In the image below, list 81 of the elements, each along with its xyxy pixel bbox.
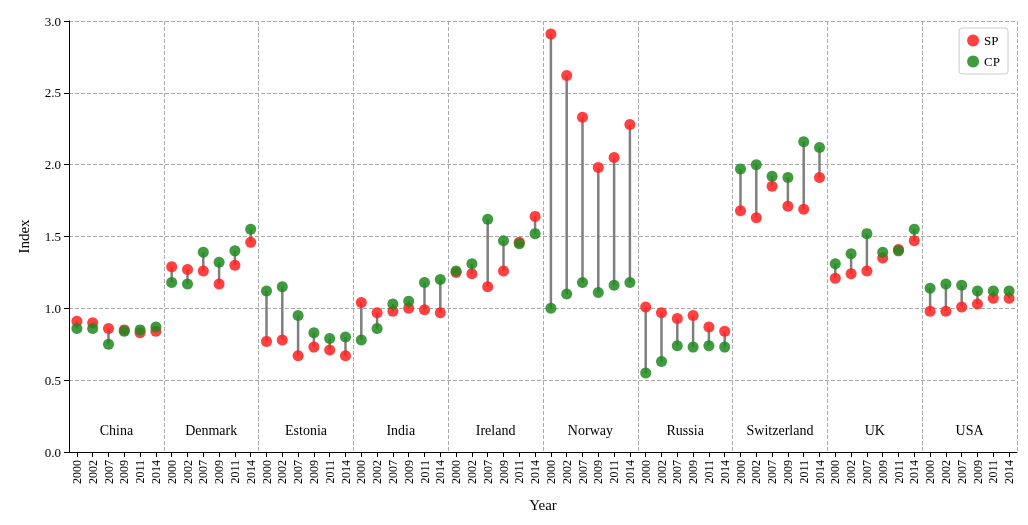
x-tick-label: 2007 <box>954 460 969 484</box>
x-tick-label: 2014 <box>1002 460 1017 484</box>
x-tick-label: 2009 <box>780 460 795 484</box>
x-tick-label: 2007 <box>480 460 495 484</box>
x-tick-label: 2000 <box>923 460 938 484</box>
x-tick-label: 2007 <box>101 460 116 484</box>
x-tick-label: 2009 <box>875 460 890 484</box>
x-tick-label: 2009 <box>306 460 321 484</box>
x-tick-label: 2007 <box>291 460 306 484</box>
x-axis-title: Year <box>529 496 557 513</box>
x-tick-label: 2000 <box>164 460 179 484</box>
y-tick-label: 0.0 <box>44 444 61 460</box>
x-tick-label: 2002 <box>85 460 100 484</box>
annotation: Norway <box>567 422 613 438</box>
x-tick-label: 2014 <box>148 460 163 484</box>
x-tick-label: 2009 <box>686 460 701 484</box>
x-tick-label: 2014 <box>907 460 922 484</box>
x-tick-label: 2000 <box>733 460 748 484</box>
x-tick-label: 2007 <box>765 460 780 484</box>
x-tick-label: 2002 <box>180 460 195 484</box>
annotation: China <box>99 422 134 438</box>
x-tick-label: 2009 <box>401 460 416 484</box>
x-tick-label: 2014 <box>622 460 637 484</box>
annotation: Russia <box>666 422 705 438</box>
annotation: UK <box>864 422 885 438</box>
x-tick-label: 2009 <box>591 460 606 484</box>
x-tick-label: 2000 <box>354 460 369 484</box>
y-tick-label: 3.0 <box>44 13 61 29</box>
annotation: USA <box>955 422 985 438</box>
x-tick-label: 2000 <box>449 460 464 484</box>
annotation: Switzerland <box>746 422 814 438</box>
x-tick-label: 2009 <box>117 460 132 484</box>
x-tick-label: 2014 <box>812 460 827 484</box>
x-tick-label: 2002 <box>938 460 953 484</box>
x-tick-label: 2009 <box>212 460 227 484</box>
y-tick-label: 1.0 <box>44 300 61 316</box>
legend-label: SP <box>984 33 999 48</box>
x-tick-label: 2009 <box>970 460 985 484</box>
x-tick-label: 2007 <box>385 460 400 484</box>
annotation: India <box>386 422 416 438</box>
x-tick-label: 2011 <box>512 460 527 484</box>
y-tick-label: 2.5 <box>44 85 61 101</box>
annotation: Ireland <box>475 422 516 438</box>
x-tick-label: 2002 <box>370 460 385 484</box>
x-tick-label: 2014 <box>243 460 258 484</box>
x-tick-label: 2011 <box>322 460 337 484</box>
x-tick-label: 2000 <box>259 460 274 484</box>
x-tick-label: 2014 <box>528 460 543 484</box>
x-tick-label: 2007 <box>670 460 685 484</box>
x-tick-label: 2011 <box>417 460 432 484</box>
annotation: Estonia <box>285 422 328 438</box>
x-tick-label: 2000 <box>543 460 558 484</box>
x-tick-label: 2011 <box>607 460 622 484</box>
x-tick-label: 2002 <box>275 460 290 484</box>
x-tick-label: 2011 <box>227 460 242 484</box>
x-tick-label: 2002 <box>464 460 479 484</box>
x-tick-label: 2014 <box>338 460 353 484</box>
x-tick-label: 2002 <box>749 460 764 484</box>
x-tick-label: 2002 <box>654 460 669 484</box>
y-axis-title: Index <box>15 218 32 254</box>
x-tick-label: 2000 <box>69 460 84 484</box>
x-tick-label: 2000 <box>638 460 653 484</box>
y-tick-label: 0.5 <box>44 372 61 388</box>
x-tick-label: 2002 <box>844 460 859 484</box>
x-tick-label: 2002 <box>559 460 574 484</box>
x-tick-label: 2011 <box>891 460 906 484</box>
x-tick-label: 2000 <box>828 460 843 484</box>
x-tick-label: 2011 <box>701 460 716 484</box>
x-tick-label: 2011 <box>986 460 1001 484</box>
y-tick-label: 1.5 <box>44 229 61 244</box>
x-tick-label: 2009 <box>496 460 511 484</box>
y-tick-label: 2.0 <box>44 157 61 173</box>
x-tick-label: 2011 <box>796 460 811 484</box>
x-tick-label: 2007 <box>196 460 211 484</box>
annotation: Denmark <box>185 422 238 438</box>
x-tick-label: 2007 <box>575 460 590 484</box>
x-tick-label: 2007 <box>859 460 874 484</box>
x-tick-label: 2011 <box>133 460 148 484</box>
x-tick-label: 2014 <box>433 460 448 484</box>
x-tick-label: 2014 <box>717 460 732 484</box>
legend-label: CP <box>984 54 1001 69</box>
